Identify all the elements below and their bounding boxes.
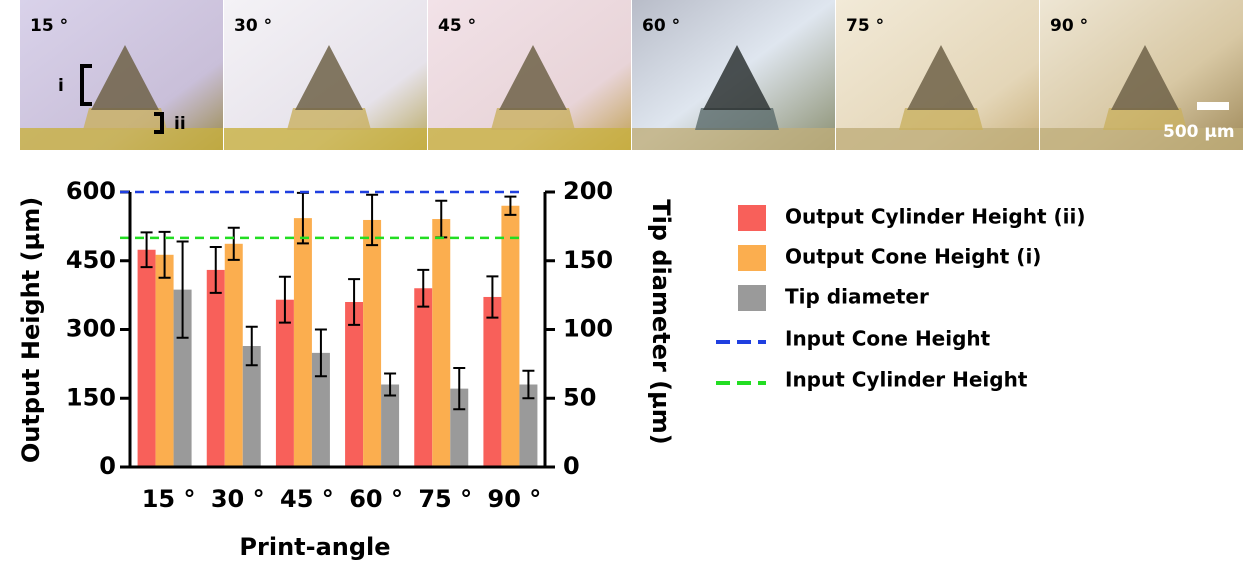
bar: [138, 250, 156, 467]
bar: [225, 244, 243, 467]
bar: [414, 288, 432, 467]
y2-tick-label: 150: [563, 246, 613, 274]
bar: [501, 206, 519, 467]
y-axis-title: Output Height (µm): [17, 197, 45, 463]
x-tick-label: 90 °: [488, 485, 542, 513]
bracket-label: i: [58, 76, 64, 96]
legend-swatch: [738, 205, 766, 231]
bar: [363, 220, 381, 467]
bar: [276, 300, 294, 467]
photo-label: 60 °: [642, 16, 680, 36]
substrate: [836, 128, 1039, 150]
y2-axis-title: Tip diameter (µm): [647, 199, 675, 445]
cylinder: [491, 108, 575, 130]
legend-label: Input Cone Height: [785, 327, 991, 351]
legend-label: Output Cylinder Height (ii): [785, 205, 1085, 229]
y-tick-label: 150: [66, 383, 116, 411]
y2-tick-label: 100: [563, 315, 613, 343]
y-tick-label: 450: [66, 246, 116, 274]
y2-tick-label: 200: [563, 177, 613, 205]
photo-label: 30 °: [234, 16, 272, 36]
y2-tick-label: 50: [563, 383, 596, 411]
bar: [207, 270, 225, 467]
x-tick-label: 75 °: [418, 485, 472, 513]
y-tick-label: 600: [66, 177, 116, 205]
scale-bar: [1197, 102, 1229, 110]
photo-label: 45 °: [438, 16, 476, 36]
legend-swatch: [738, 285, 766, 311]
scale-label: 500 µm: [1163, 122, 1235, 142]
photo-label: 15 °: [30, 16, 68, 36]
bar: [483, 297, 501, 467]
plot: 0 150 300 450 600 0 50 100 150 200 15 ° 30 ° 45 ° 60 …: [17, 177, 1085, 561]
photo-label: 90 °: [1050, 16, 1088, 36]
x-tick-label: 45 °: [280, 485, 334, 513]
bar: [345, 302, 363, 467]
x-tick-label: 60 °: [349, 485, 403, 513]
x-axis-title: Print-angle: [239, 533, 390, 561]
page: {"image_strip": {"labels": ["15 °", "30 …: [0, 0, 1250, 563]
photo-label: 75 °: [846, 16, 884, 36]
cylinder: [83, 108, 167, 130]
legend-swatch: [738, 245, 766, 271]
bar: [294, 218, 312, 467]
x-tick-label: 15 °: [142, 485, 196, 513]
y2-tick-label: 0: [563, 452, 580, 480]
substrate: [428, 128, 631, 150]
substrate: [632, 128, 835, 150]
y-tick-label: 300: [66, 315, 116, 343]
substrate: [224, 128, 427, 150]
bar: [432, 219, 450, 467]
bar: [381, 385, 399, 468]
cylinder: [695, 108, 779, 130]
x-tick-label: 30 °: [211, 485, 265, 513]
legend-label: Output Cone Height (i): [785, 245, 1041, 269]
substrate: [20, 128, 223, 150]
bar: [156, 255, 174, 467]
cylinder: [899, 108, 983, 130]
y-tick-label: 0: [99, 452, 116, 480]
chart: 15 °30 °45 °60 °75 °90 °iii500 µm 015030…: [0, 0, 1250, 563]
bracket-label: ii: [174, 114, 186, 134]
cylinder: [287, 108, 371, 130]
legend-label: Tip diameter: [785, 285, 929, 309]
legend-label: Input Cylinder Height: [785, 368, 1028, 392]
